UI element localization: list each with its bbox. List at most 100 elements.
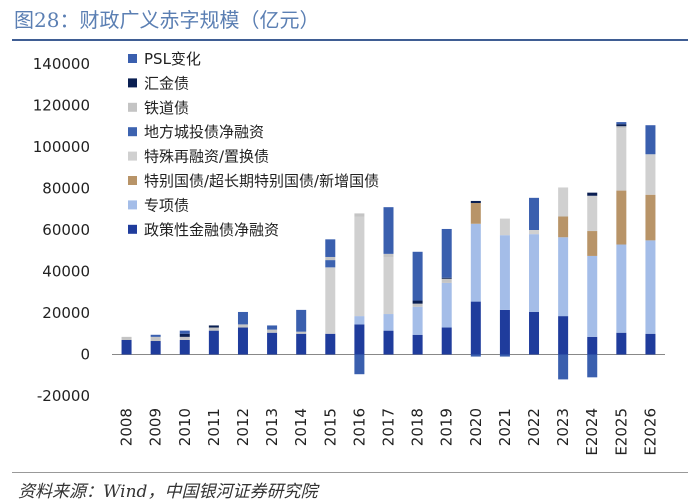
bar-segment: [470, 301, 481, 355]
bar-segment: [616, 128, 627, 191]
legend-swatch: [128, 54, 137, 63]
bar-segment: [529, 234, 540, 312]
x-tick-label: E2026: [641, 408, 659, 456]
bar-segment: [558, 354, 569, 380]
legend-swatch: [128, 151, 137, 161]
bar-segment: [470, 203, 481, 224]
title-divider: [12, 39, 688, 41]
bar-segment: [645, 240, 656, 334]
bar-segment: [616, 126, 627, 129]
bar-segment: [383, 330, 394, 355]
legend-swatch: [128, 200, 137, 210]
bar-segment: [645, 194, 656, 241]
x-tick-label: 2011: [205, 408, 223, 446]
bar-segment: [179, 333, 190, 337]
bar-segment: [150, 336, 161, 342]
bar-segment: [529, 311, 540, 355]
bar-segment: [441, 278, 452, 283]
legend-swatch: [128, 102, 137, 112]
bar-segment: [529, 230, 540, 235]
legend-label: 特殊再融资/置换债: [144, 148, 269, 166]
x-tick-label: 2021: [496, 408, 514, 446]
bar-segment: [587, 231, 598, 256]
x-tick-label: 2010: [176, 408, 194, 446]
bar-segment: [354, 354, 365, 375]
legend-swatch: [128, 127, 137, 137]
bar-segment: [412, 303, 423, 307]
chart-canvas: -20000 0 20000 40000 60000 80000 100000 120000 1…: [33, 50, 665, 456]
bar-segment: [267, 325, 278, 330]
x-tick-label: 2009: [147, 408, 165, 446]
bar-segment: [441, 228, 452, 278]
y-tick-label: 120000: [33, 97, 90, 115]
y-tick-label: 80000: [42, 180, 90, 198]
x-tick-label: 2012: [234, 408, 252, 446]
x-tick-label: E2024: [583, 408, 601, 456]
bar-segment: [441, 282, 452, 328]
x-tick-label: 2018: [409, 408, 427, 446]
bar-segment: [499, 354, 510, 357]
bar-segment: [558, 187, 569, 217]
legend-label: 特别国债/超长期特别国债/新增国债: [144, 172, 379, 190]
bar-segment: [558, 316, 569, 355]
bar-segment: [616, 244, 627, 333]
bar-segment: [325, 267, 336, 334]
bar-segment: [267, 332, 278, 355]
legend-label: 铁道债: [144, 99, 189, 117]
bar-segment: [383, 207, 394, 254]
bar-segment: [150, 334, 161, 337]
y-tick-label: 20000: [42, 304, 90, 322]
bar-segment: [645, 125, 656, 155]
y-tick-label: 40000: [42, 263, 90, 281]
x-tick-label: 2019: [438, 408, 456, 446]
bar-segment: [237, 311, 248, 325]
bar-segment: [296, 331, 307, 334]
bar-segment: [325, 239, 336, 257]
bar-segment: [354, 316, 365, 325]
bar-segment: [587, 195, 598, 232]
bar-segment: [354, 213, 365, 217]
bar-segment: [179, 336, 190, 340]
y-tick-label: 60000: [42, 221, 90, 239]
bar-segment: [208, 330, 219, 355]
source-divider: [12, 472, 688, 473]
legend-label: 政策性金融债净融资: [144, 221, 279, 239]
bar-segment: [587, 255, 598, 337]
x-tick-label: E2025: [612, 408, 630, 456]
legend-label: 专项债: [144, 196, 189, 214]
y-tick-label: -20000: [37, 387, 90, 405]
y-tick-label: 0: [80, 346, 90, 364]
legend-swatch: [128, 176, 137, 185]
y-tick-label: 140000: [33, 55, 90, 73]
bar-segment: [616, 124, 627, 127]
bar-segment: [412, 251, 423, 301]
chart-title: 图28：财政广义赤字规模（亿元）: [14, 8, 320, 32]
bar-segment: [558, 216, 569, 238]
bar-segment: [645, 154, 656, 195]
bar-segment: [383, 256, 394, 315]
bar-segment: [237, 324, 248, 328]
bar-segment: [412, 306, 423, 335]
bar-segment: [354, 324, 365, 355]
bar-segment: [441, 327, 452, 355]
bar-segment: [412, 334, 423, 355]
x-tick-label: 2015: [321, 408, 339, 446]
bar-segment: [587, 354, 598, 378]
bar-segment: [616, 332, 627, 355]
legend-label: 汇金债: [144, 74, 189, 92]
bar-segment: [267, 329, 278, 333]
bar-segment: [441, 277, 452, 279]
bar-segment: [325, 260, 336, 268]
bar-segment: [587, 192, 598, 196]
x-tick-label: 2008: [118, 408, 136, 446]
x-tick-label: 2014: [292, 408, 310, 446]
x-tick-label: 2023: [554, 408, 572, 446]
bar-segment: [296, 309, 307, 332]
x-tick-label: 2017: [380, 408, 398, 446]
bar-segment: [412, 300, 423, 304]
legend-swatch: [128, 224, 137, 234]
legend-label: 地方城投债净融资: [144, 123, 264, 141]
bar-segment: [208, 325, 219, 328]
bar-segment: [296, 333, 307, 355]
bar-segment: [237, 327, 248, 355]
